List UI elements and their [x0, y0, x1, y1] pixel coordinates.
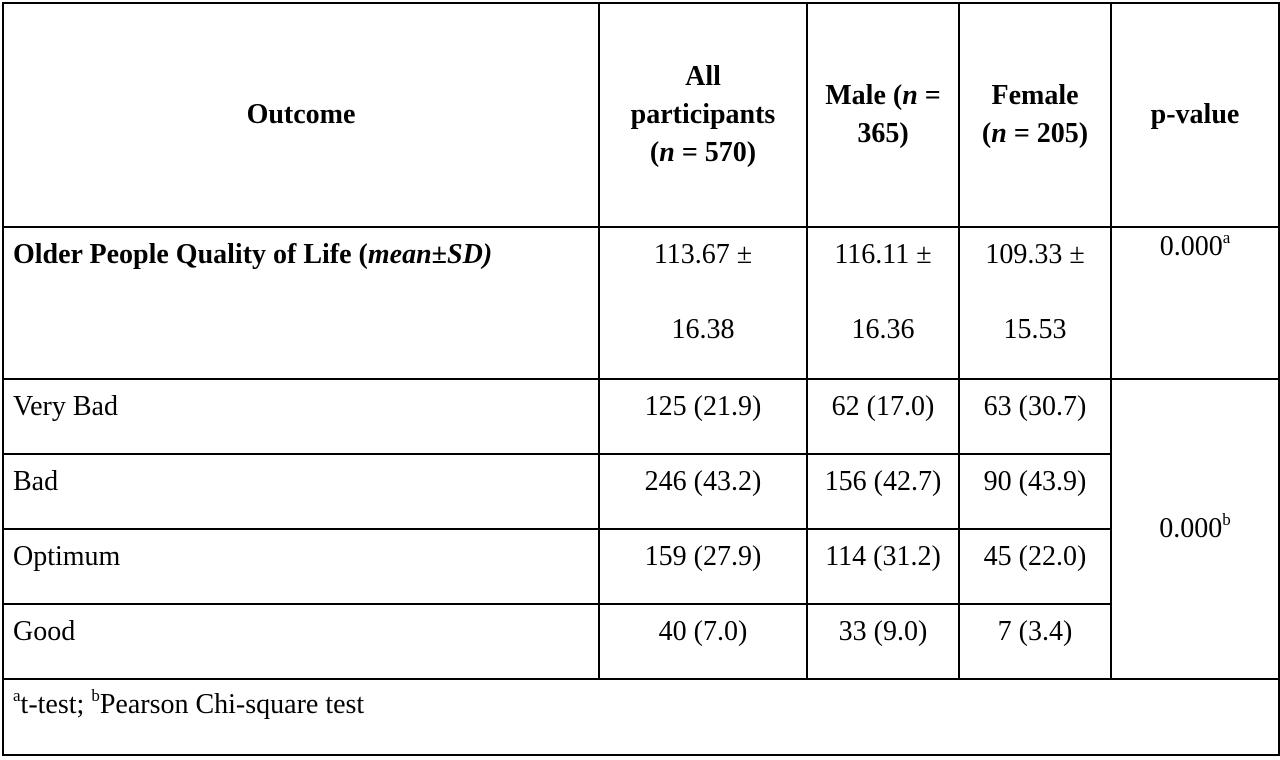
categories-pvalue-cell: 0.000b: [1110, 378, 1280, 680]
qol-all-cell: 113.67 ±16.38: [598, 226, 808, 380]
category-male-cell: 33 (9.0): [806, 603, 960, 680]
category-row: Very Bad 125 (21.9) 62 (17.0) 63 (30.7) …: [2, 378, 1280, 680]
header-outcome: Outcome: [2, 2, 600, 228]
footnote: at-test; bPearson Chi-square test: [2, 678, 1280, 756]
category-label: Good: [2, 603, 600, 680]
category-male-cell: 156 (42.7): [806, 453, 960, 530]
qol-male-cell: 116.11 ±16.36: [806, 226, 960, 380]
header-row: Outcome All participants (n = 570) Male …: [2, 2, 1280, 228]
category-male-cell: 62 (17.0): [806, 378, 960, 455]
category-row: Good 40 (7.0) 33 (9.0) 7 (3.4): [2, 603, 1279, 680]
qol-label: Older People Quality of Life (mean±SD): [2, 226, 600, 380]
category-female-cell: 7 (3.4): [958, 603, 1112, 680]
header-male: Male (n = 365): [806, 2, 960, 228]
header-all-participants: All participants (n = 570): [598, 2, 808, 228]
header-pvalue: p-value: [1110, 2, 1280, 228]
header-female: Female (n = 205): [958, 2, 1112, 228]
category-row: Optimum 159 (27.9) 114 (31.2) 45 (22.0): [2, 528, 1279, 605]
qol-female-cell: 109.33 ±15.53: [958, 226, 1112, 380]
category-female-cell: 90 (43.9): [958, 453, 1112, 530]
qol-row: Older People Quality of Life (mean±SD) 1…: [2, 226, 1280, 380]
category-female-cell: 45 (22.0): [958, 528, 1112, 605]
qol-pvalue-cell: 0.000a: [1110, 226, 1280, 380]
category-female-cell: 63 (30.7): [958, 378, 1112, 455]
category-label: Optimum: [2, 528, 600, 605]
category-row: Bad 246 (43.2) 156 (42.7) 90 (43.9): [2, 453, 1279, 530]
category-all-cell: 40 (7.0): [598, 603, 808, 680]
category-male-cell: 114 (31.2): [806, 528, 960, 605]
category-all-cell: 159 (27.9): [598, 528, 808, 605]
category-label: Very Bad: [2, 378, 600, 455]
category-all-cell: 125 (21.9): [598, 378, 808, 455]
footnote-row: at-test; bPearson Chi-square test: [2, 678, 1280, 756]
category-all-cell: 246 (43.2): [598, 453, 808, 530]
category-label: Bad: [2, 453, 600, 530]
